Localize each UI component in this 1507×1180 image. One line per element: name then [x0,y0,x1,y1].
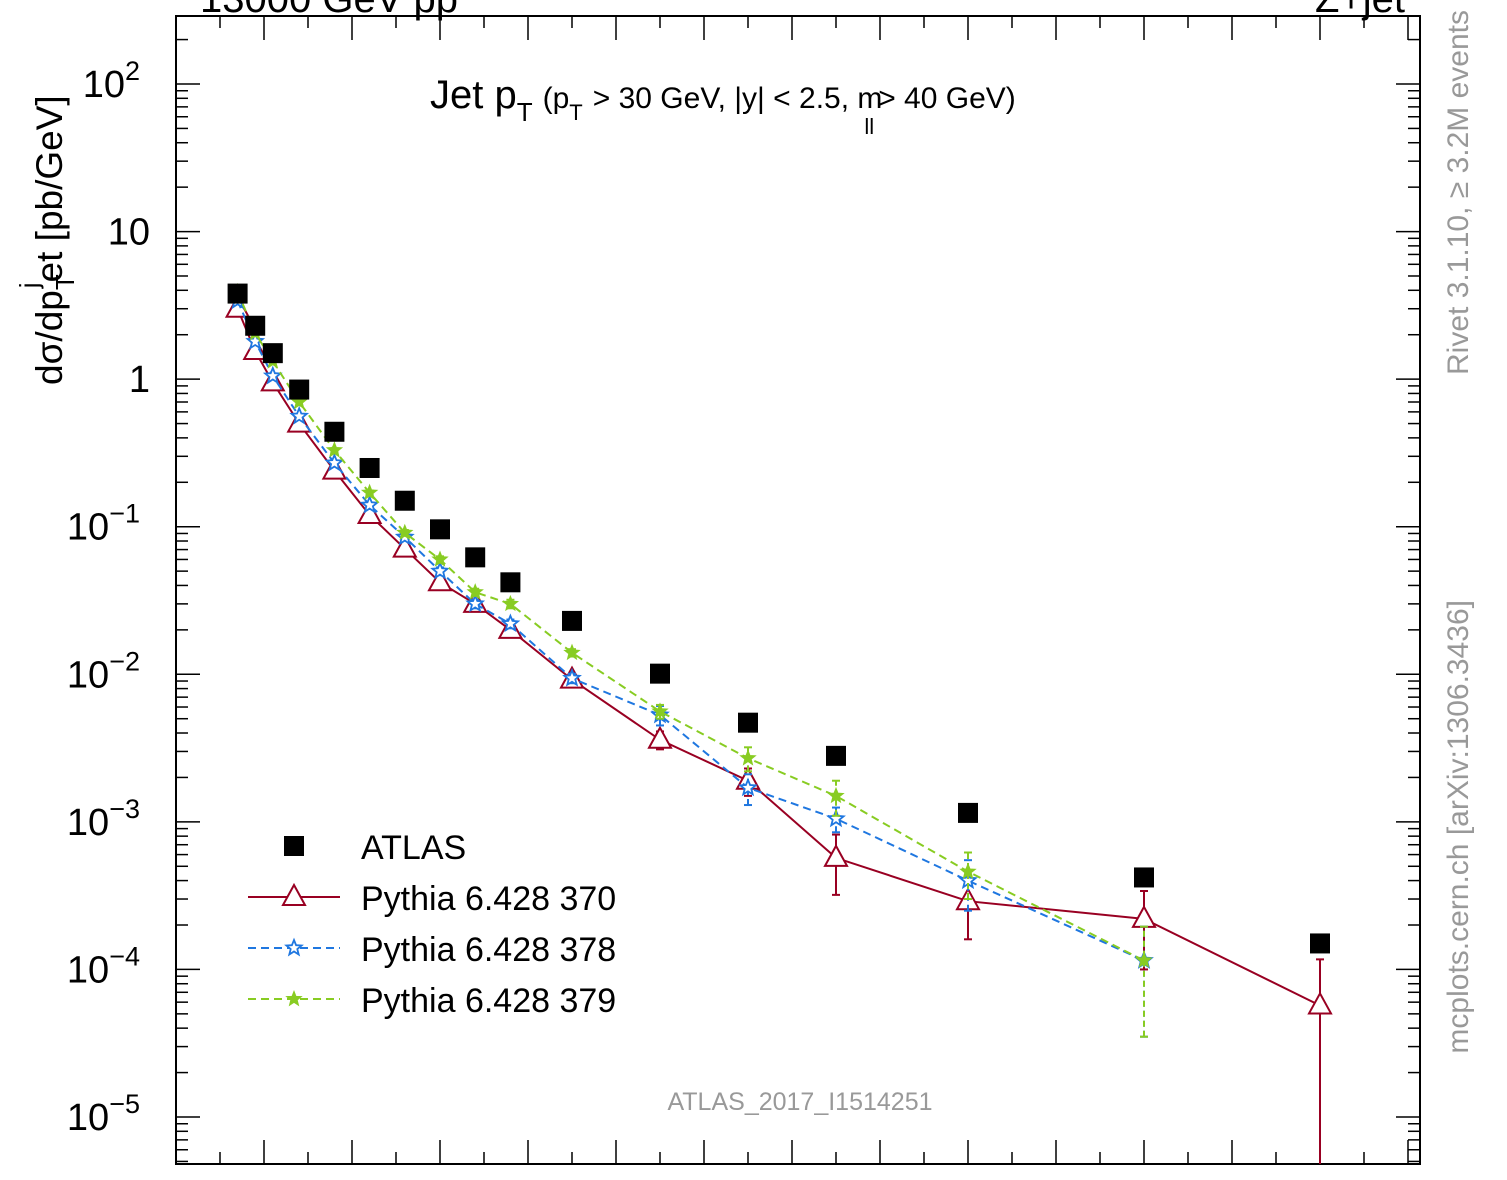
legend-label: Pythia 6.428 370 [361,880,616,918]
series-layer [224,282,1333,1164]
data-point [245,315,266,336]
data-point [289,379,310,400]
y-axis-label-c: et [pb/GeV] [29,95,70,282]
title-main-sub: T [517,97,533,127]
y-tick-label: 102 [83,56,140,106]
data-point [1131,904,1157,928]
data-point [1307,991,1333,1015]
title-cut-c: > 40 GeV) [878,82,1016,115]
legend-label: Pythia 6.428 378 [361,931,616,969]
data-point [286,409,312,433]
y-tick-label: 10−2 [67,646,140,696]
data-point [262,343,283,364]
data-point [827,786,845,804]
svg-text:dσ/dpTjet [pb/GeV]: dσ/dpTjet [pb/GeV] [14,95,80,385]
plot-frame [175,15,1421,1165]
data-point [562,667,582,687]
y-axis-label-sup: j [14,282,44,289]
rivet-info: Rivet 3.1.10, ≥ 3.2M events [1442,10,1475,375]
series-atlas [227,283,1330,954]
y-tick-labels: 102 10 1 10−1 10−2 10−3 10−4 10−5 [67,56,150,1139]
data-point [394,490,415,511]
data-point [431,550,449,567]
data-point [466,583,484,600]
data-point [1310,933,1330,954]
data-point [562,610,582,631]
y-tick-label: 10 [108,212,150,254]
data-point [1135,951,1153,968]
data-point [738,712,758,733]
data-point [324,452,345,472]
data-point [826,808,846,828]
data-point [359,494,380,514]
legend: ATLAS Pythia 6.428 370 Pythia 6.428 378 Pyt… [248,829,616,1020]
data-point [959,862,977,879]
data-point [500,613,521,633]
data-point [359,457,380,478]
series-pythia-370 [224,294,1333,1164]
legend-marker [284,836,304,856]
title-cut-a-sub: T [569,100,582,125]
y-tick-label: 10−1 [67,499,140,549]
data-point [500,572,521,593]
data-point [826,745,846,766]
data-point [430,519,450,540]
data-point [1134,867,1154,888]
data-point [563,643,581,661]
y-axis-label-sub: T [50,274,80,290]
legend-label: Pythia 6.428 379 [361,982,616,1020]
title-cut-b: > 30 GeV, |y| < 2.5, m [593,82,883,115]
y-axis-label-a: dσ/dp [29,290,70,385]
series-line [236,291,1145,962]
data-point [324,421,345,442]
data-point [427,568,453,592]
series-pythia-378 [227,290,1154,1038]
data-point [325,441,344,458]
data-point [289,405,310,425]
mcplots-info: mcplots.cern.ch [arXiv:1306.3436] [1442,600,1475,1054]
data-point [823,843,849,867]
y-tick-label: 10−3 [67,794,140,844]
data-point [360,483,379,501]
chart-title: Jet pT (pT > 30 GeV, |y| < 2.5, m ll> 40 Ge… [430,73,1016,139]
data-point [650,663,670,684]
data-point [647,725,673,749]
data-point [738,777,758,797]
data-point [430,560,450,580]
y-axis-label: dσ/dpTjet [pb/GeV] [14,95,80,385]
data-point [958,802,978,823]
header-left-text: 13000 GeV pp [200,0,458,21]
data-point [651,702,669,719]
data-point [465,593,486,613]
data-point [392,534,418,558]
data-point [396,523,414,541]
header-right-text: Z+jet [1315,0,1405,21]
y-tick-label: 10−4 [67,941,140,991]
series-pythia-379 [228,282,1153,1038]
legend-label: ATLAS [361,829,466,867]
data-point [262,365,283,385]
title-cut-a: (p [543,82,570,115]
y-tick-label: 1 [129,359,150,401]
data-point [501,594,520,612]
title-main: Jet p [430,73,517,117]
legend-marker [285,989,303,1007]
legend-marker [284,937,304,957]
data-point [245,331,266,350]
analysis-id: ATLAS_2017_I1514251 [667,1088,932,1116]
data-point [290,392,308,410]
legend-marker [281,882,307,906]
title-cut-b-sub: ll [864,114,874,139]
series-line [236,300,1145,962]
data-point [465,547,486,568]
data-point [739,749,757,766]
data-point [227,283,248,304]
y-tick-label: 10−5 [67,1089,140,1139]
axis-ticks [175,16,1420,1164]
